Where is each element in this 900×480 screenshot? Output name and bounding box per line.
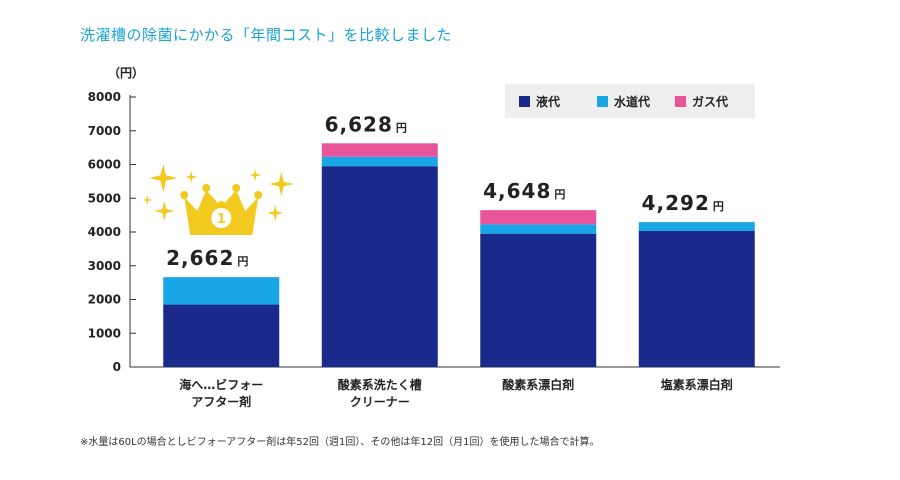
legend: 液代 水道代 ガス代 [505,84,755,118]
legend-swatch [597,96,608,107]
sparkle-icon [267,205,284,221]
y-tick-label: 2000 [88,293,121,307]
total-label: 6,628 円 [325,112,407,136]
bar-segment [321,166,438,367]
category-label: 酸素系漂白剤 [502,377,574,392]
y-tick-label: 5000 [88,191,121,205]
legend-label: ガス代 [692,94,728,109]
bars [163,143,755,367]
bar-segment [163,277,280,305]
rank-number: 1 [217,212,226,227]
sparkle-icon [154,201,175,221]
bar-segment [163,304,280,367]
bar-segment [480,210,597,225]
y-tick-label: 8000 [88,90,121,104]
legend-swatch [675,96,686,107]
legend-label: 水道代 [614,94,650,109]
y-unit-label: （円） [108,65,144,80]
y-tick-label: 6000 [88,158,121,172]
sparkle-icon [269,172,294,196]
crown-jewel [232,184,241,192]
crown-jewel [180,191,189,199]
category-label: 塩素系漂白剤 [661,377,733,392]
chart-title: 洗濯槽の除菌にかかる「年間コスト」を比較しました [80,26,453,44]
sparkle-icon [142,195,153,205]
bar-segment [321,143,438,157]
crown-jewel [217,201,226,209]
legend-swatch [519,96,530,107]
bar-segment [480,233,597,367]
sparkle-icon [185,171,198,183]
y-tick-label: 3000 [88,259,121,273]
category-label: 酸素系洗たく槽 [338,377,422,392]
crown-jewel [202,184,211,192]
bar-segment [480,224,597,234]
y-tick-label: 0 [113,360,121,374]
bar-segment [638,230,755,367]
category-label: クリーナー [350,395,410,409]
total-label: 4,292 円 [642,191,724,215]
sparkle-icon [149,164,178,192]
y-tick-label: 7000 [88,124,121,138]
legend-box [505,84,755,118]
footnote: ※水量は60Lの場合としビフォーアフター剤は年52回（週1回）、その他は年12回… [80,437,600,448]
total-label: 2,662 円 [166,246,248,270]
bar-segment [321,156,438,167]
total-label: 4,648 円 [483,179,565,203]
y-tick-label: 1000 [88,326,121,340]
sparkle-icon [249,169,262,181]
category-label: 海へ…ビフォー [179,377,263,392]
legend-label: 液代 [536,94,560,109]
bar-segment [638,222,755,231]
crown-badge: 1 [142,164,294,235]
category-label: アフター剤 [191,394,251,409]
y-tick-label: 4000 [88,225,121,239]
rank-circle [211,208,232,228]
crown-jewel [254,191,263,199]
